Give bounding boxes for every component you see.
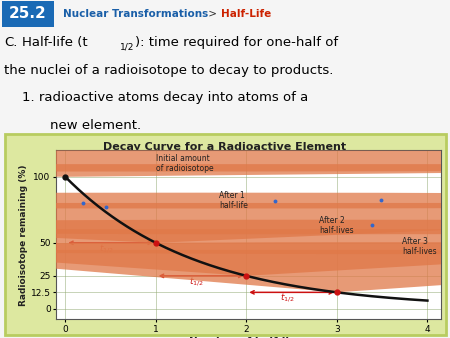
Text: ): time required for one-half of: ): time required for one-half of xyxy=(135,36,338,49)
Text: $t_{1/2}$: $t_{1/2}$ xyxy=(280,291,294,304)
Text: After 1
half-life: After 1 half-life xyxy=(219,191,248,210)
Polygon shape xyxy=(0,164,450,177)
Text: Initial amount
of radioisotope: Initial amount of radioisotope xyxy=(156,154,213,173)
Text: C.: C. xyxy=(4,36,18,49)
Text: After 2
half-lives: After 2 half-lives xyxy=(319,216,353,235)
Ellipse shape xyxy=(0,220,450,234)
X-axis label: Number of half-lives: Number of half-lives xyxy=(189,337,309,338)
Text: Decay Curve for a Radioactive Element: Decay Curve for a Radioactive Element xyxy=(104,142,346,151)
Text: 25.2: 25.2 xyxy=(9,6,47,21)
Y-axis label: Radioisotope remaining (%): Radioisotope remaining (%) xyxy=(19,164,28,306)
Text: $t_{1/2}$: $t_{1/2}$ xyxy=(189,275,204,288)
Polygon shape xyxy=(0,250,450,292)
Text: Nuclear Transformations: Nuclear Transformations xyxy=(63,9,208,19)
Text: new element.: new element. xyxy=(50,119,141,132)
FancyBboxPatch shape xyxy=(4,134,446,335)
Polygon shape xyxy=(0,229,450,276)
Ellipse shape xyxy=(0,193,450,209)
Ellipse shape xyxy=(0,150,450,172)
FancyBboxPatch shape xyxy=(2,1,54,27)
Text: Half-Life: Half-Life xyxy=(220,9,271,19)
Ellipse shape xyxy=(0,242,450,254)
Text: After 3
half-lives: After 3 half-lives xyxy=(402,237,436,257)
Text: Half-life (t: Half-life (t xyxy=(22,36,88,49)
Text: 1/2: 1/2 xyxy=(120,43,135,52)
Text: $t_{1/2}$: $t_{1/2}$ xyxy=(99,242,113,255)
Text: 1. radioactive atoms decay into atoms of a: 1. radioactive atoms decay into atoms of… xyxy=(22,91,308,104)
Text: the nuclei of a radioisotope to decay to products.: the nuclei of a radioisotope to decay to… xyxy=(4,64,333,76)
Text: >: > xyxy=(205,9,220,19)
Polygon shape xyxy=(0,203,450,243)
